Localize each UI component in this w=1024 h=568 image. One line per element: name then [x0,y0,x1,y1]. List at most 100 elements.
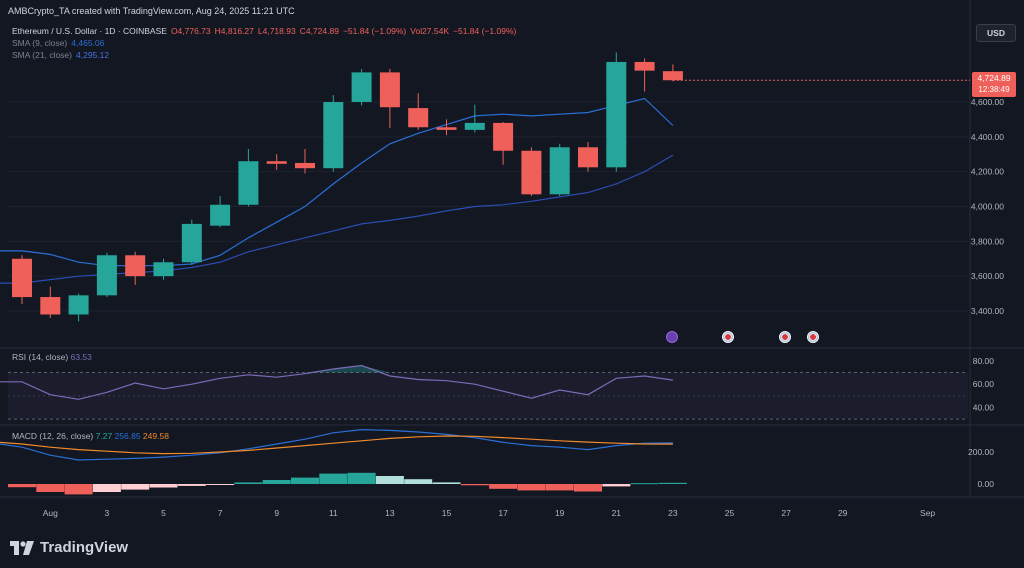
time-tick-label: 27 [781,508,791,518]
candle [12,255,32,305]
macd-histogram-bar [347,472,376,484]
time-tick-label: Sep [920,508,935,518]
macd-histogram-bar [602,484,631,487]
time-tick-label: 3 [105,508,110,518]
us-flag-event-icon[interactable] [779,331,791,343]
macd-histogram-bar [234,482,263,484]
ohlc-row: Ethereum / U.S. Dollar · 1D · COINBASE O… [12,25,516,37]
macd-tick-label: 0.00 [977,479,994,489]
macd-histogram-bar [658,482,687,484]
sma9-label: SMA (9, close) [12,38,68,48]
sma21-legend[interactable]: SMA (21, close) 4,295.12 [12,49,516,61]
open-value: O4,776.73 [170,26,211,36]
candle-body [210,204,231,226]
candle-body [662,71,683,81]
macd-signal-line [0,435,673,455]
rsi-line [0,364,673,400]
time-tick-label: 13 [385,508,395,518]
macd-histogram-bar [375,476,404,484]
time-tick-label: Aug [43,508,58,518]
candle [351,68,372,106]
sma9-legend[interactable]: SMA (9, close) 4,465.06 [12,37,516,49]
chart-legend: Ethereum / U.S. Dollar · 1D · COINBASE O… [12,25,516,61]
sma21-value: 4,295.12 [76,50,110,60]
close-value: C4,724.89 [299,26,339,36]
tradingview-logo-icon [10,540,34,555]
candle-body [408,108,429,128]
symbol-label[interactable]: Ethereum / U.S. Dollar · 1D · COINBASE [12,26,167,36]
candle [210,196,231,228]
candle [436,119,457,136]
candle-body [436,127,457,130]
macd-histogram-bar [36,484,65,492]
candle-body [266,161,287,164]
candle-body [295,162,315,169]
time-tick-label: 29 [838,508,848,518]
candle [125,251,146,285]
candle [464,104,485,133]
event-bolt-icon[interactable] [666,331,678,343]
macd-histogram-bar [517,484,546,491]
candle [379,68,400,129]
candle [578,142,598,172]
us-flag-event-icon[interactable] [807,331,819,343]
us-flag-event-icon[interactable] [722,331,734,343]
chart-header: AMBCrypto_TA created with TradingView.co… [8,6,295,16]
time-tick-label: 19 [555,508,565,518]
macd-histogram-bar [121,484,150,490]
sma9-value: 4,465.06 [71,38,105,48]
candle-body [351,72,372,102]
change-value: −51.84 (−1.09%) [342,26,407,36]
tradingview-logo[interactable]: TradingView [10,539,128,556]
candle-body [181,223,202,263]
candle-body [606,61,627,168]
candle [408,93,429,130]
rsi-value: 63.53 [70,352,92,362]
candle-body [521,150,542,195]
macd-histogram-bar [432,482,461,484]
macd-histogram-bar [149,484,178,488]
macd-signal-value: 249.58 [142,431,169,441]
time-tick-label: 11 [329,508,338,518]
rsi-tick-label: 60.00 [973,379,995,389]
rsi-legend[interactable]: RSI (14, close) 63.53 [12,352,92,362]
candle [96,252,117,298]
candle [549,143,570,197]
price-tick-label: 3,600.00 [971,271,1004,281]
price-tick-label: 4,000.00 [971,202,1004,212]
macd-histogram-bar [177,484,206,486]
price-tick-label: 4,200.00 [971,167,1004,177]
brand-name: TradingView [40,539,129,556]
candle [323,95,344,172]
macd-histogram-bar [545,484,574,491]
candle [606,52,627,172]
macd-histogram-bar [206,484,235,485]
time-tick-label: 17 [498,508,508,518]
time-tick-label: 9 [274,508,279,518]
candle-body [464,122,485,130]
candle [40,286,61,318]
currency-button[interactable]: USD [976,24,1016,42]
candle-body [549,147,570,195]
macd-histogram-bar [291,477,319,484]
macd-histogram-bar [92,484,121,492]
candle-body [96,255,117,296]
low-value: L4,718.93 [257,26,296,36]
price-tick-label: 3,800.00 [971,236,1004,246]
rsi-tick-label: 40.00 [973,403,995,413]
candle [181,219,202,265]
candle-body [12,258,32,298]
candle-body [125,255,146,277]
price-tick-label: 4,400.00 [971,132,1004,142]
volume-value: Vol27.54K [410,26,450,36]
candle [521,147,542,197]
price-tick-label: 3,400.00 [971,306,1004,316]
candle-body [323,102,344,169]
candle [295,149,315,174]
macd-legend[interactable]: MACD (12, 26, close) 7.27 256.85 249.58 [12,431,169,441]
high-value: H4,816.27 [214,26,254,36]
candle-body [68,295,89,315]
macd-histogram-bar [319,473,348,484]
bar-countdown: 12:38:49 [978,85,1010,94]
